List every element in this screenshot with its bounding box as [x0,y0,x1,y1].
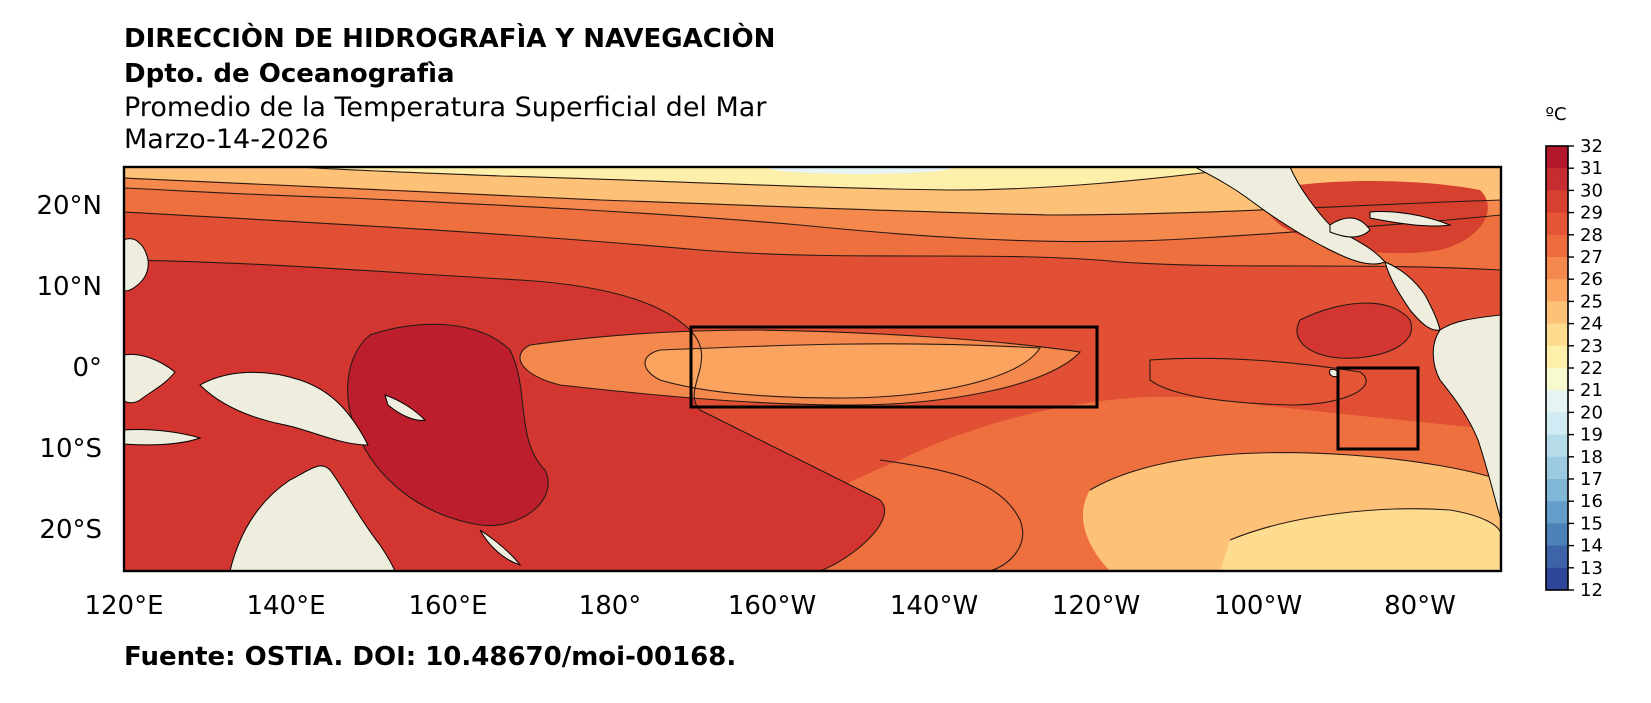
colorbar-tick-label: 23 [1580,336,1603,357]
colorbar-swatch [1546,545,1568,569]
colorbar-tick-label: 16 [1580,491,1603,512]
data-source: Fuente: OSTIA. DOI: 10.48670/moi-00168. [124,642,737,672]
colorbar-ticks: 3231302928272625242322212019181716151413… [1568,136,1603,601]
lon-label: 80°W [1384,591,1456,621]
land-yucatan [1329,217,1371,238]
colorbar: ºC 3231302928272625242322212019181716151… [1545,104,1603,601]
lon-label: 160°E [408,591,487,621]
colorbar-swatch [1546,257,1568,280]
longitude-labels: 120°E 140°E 160°E 180° 160°W 140°W 120°W… [84,591,1455,621]
colorbar-swatch [1546,390,1568,413]
land-masses [124,167,1501,571]
colorbar-swatch [1546,212,1568,236]
colorbar-swatch [1546,168,1568,191]
colorbar-tick-label: 26 [1580,269,1603,290]
sst-band-north-23 [300,167,1250,190]
colorbar-swatch [1546,412,1568,436]
nino12-box [1336,366,1420,451]
map-frame [122,165,1503,573]
colorbar-tick-label: 18 [1580,447,1603,468]
lon-label: 140°W [890,591,978,621]
colorbar-swatch [1546,523,1568,547]
sst-band-east-28 [1150,358,1367,405]
colorbar-tick-label: 28 [1580,225,1603,246]
colorbar-tick-label: 30 [1580,180,1603,201]
colorbar-swatch [1546,434,1568,458]
map-plot-area [124,167,1501,571]
sst-warm-pool-east [1296,303,1412,359]
latitude-labels: 20°N 10°N 0° 10°S 20°S [36,191,102,545]
colorbar-tick-label: 20 [1580,402,1603,423]
land-solomon [384,394,427,421]
lon-label: 180° [579,591,642,621]
lon-label: 140°E [246,591,325,621]
sst-band-north-25 [124,167,1501,215]
colorbar-swatch [1546,190,1568,214]
colorbar-tick-label: 21 [1580,380,1603,401]
map-title: Promedio de la Temperatura Superficial d… [124,92,767,123]
colorbar-tick-label: 15 [1580,513,1603,534]
lat-label: 20°N [36,191,102,221]
colorbar-swatches [1546,146,1568,591]
colorbar-tick-label: 13 [1580,558,1603,579]
map-date: Marzo-14-2026 [124,124,329,155]
department-title: Dpto. de Oceanografìa [124,59,455,89]
lon-label: 100°W [1214,591,1302,621]
lat-label: 10°S [39,434,102,464]
colorbar-tick-label: 25 [1580,291,1603,312]
lat-label: 20°S [39,515,102,545]
colorbar-tick-label: 32 [1580,136,1603,157]
colorbar-tick-label: 22 [1580,358,1603,379]
colorbar-swatch [1546,567,1568,591]
colorbar-unit: ºC [1545,104,1566,125]
sst-cold-tongue-26 [645,343,1040,398]
sst-southeast-23 [1220,508,1501,571]
land-cuba [1369,211,1452,227]
colorbar-swatch [1546,368,1568,391]
lon-label: 160°W [728,591,816,621]
colorbar-tick-label: 24 [1580,314,1603,335]
sst-band-31 [347,324,549,526]
colorbar-tick-label: 31 [1580,158,1603,179]
agency-title: DIRECCIÒN DE HIDROGRAFÌA Y NAVEGACIÒN [124,24,776,54]
colorbar-tick-label: 29 [1580,203,1603,224]
colorbar-tick-label: 19 [1580,425,1603,446]
colorbar-tick-label: 12 [1580,580,1603,601]
sst-cool-patch [770,167,950,174]
land-new-caledonia [479,529,522,566]
colorbar-tick-label: 17 [1580,469,1603,490]
lat-label: 0° [72,353,102,383]
colorbar-tick-label: 27 [1580,247,1603,268]
colorbar-tick-label: 14 [1580,536,1603,557]
lon-label: 120°E [84,591,163,621]
colorbar-swatch [1546,479,1568,502]
land-new-guinea [199,371,369,446]
land-mexico [1194,167,1386,265]
land-australia [229,465,396,571]
colorbar-swatch [1546,301,1568,325]
nino34-box [689,325,1099,409]
colorbar-swatch [1546,234,1568,258]
colorbar-swatch [1546,501,1568,524]
lat-label: 10°N [36,272,102,302]
colorbar-swatch [1546,345,1568,369]
colorbar-swatch [1546,456,1568,480]
lon-label: 120°W [1052,591,1140,621]
colorbar-swatch [1546,323,1568,347]
land-south-america [1432,314,1501,521]
land-borneo-sulawesi [124,353,176,404]
colorbar-swatch [1546,279,1568,302]
land-timor [124,429,202,446]
colorbar-swatch [1546,146,1568,169]
